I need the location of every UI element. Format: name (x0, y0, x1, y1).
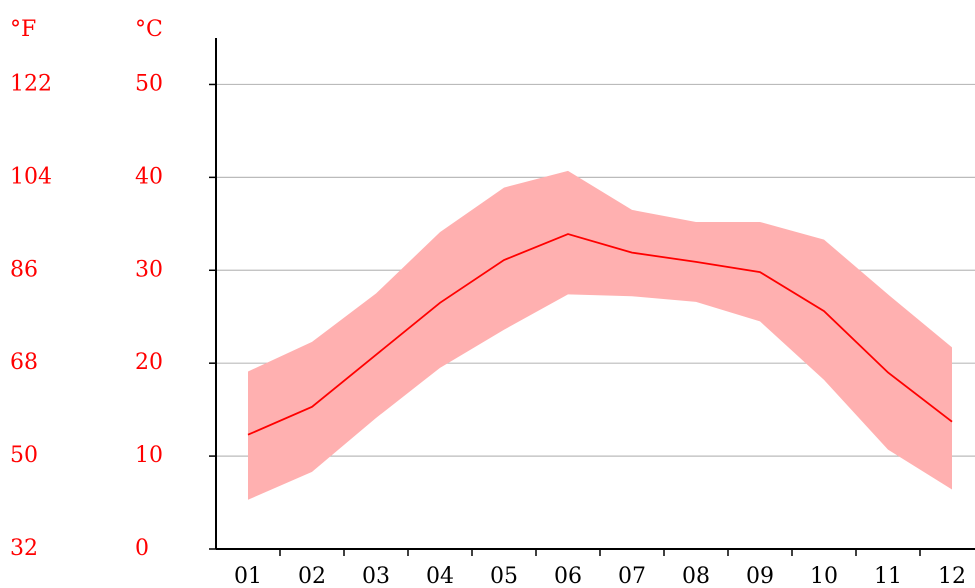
y2-tick-label: 32 (10, 536, 38, 561)
y-tick-label: 50 (135, 71, 163, 96)
y2-axis-label: °F (10, 17, 36, 42)
x-tick-label: 09 (746, 564, 774, 588)
x-tick-label: 07 (618, 564, 646, 588)
x-tick-label: 04 (426, 564, 454, 588)
y2-tick-label: 104 (10, 164, 52, 189)
y2-tick-label: 50 (10, 443, 38, 468)
x-tick-label: 08 (682, 564, 710, 588)
y2-tick-label: 86 (10, 257, 38, 282)
x-tick-label: 10 (810, 564, 838, 588)
y-axis-label: °C (135, 17, 163, 42)
x-tick-label: 12 (938, 564, 966, 588)
y-tick-label: 10 (135, 443, 163, 468)
x-tick-label: 05 (490, 564, 518, 588)
y-tick-label: 30 (135, 257, 163, 282)
y-tick-label: 0 (135, 536, 149, 561)
y2-tick-label: 122 (10, 71, 52, 96)
x-tick-label: 02 (298, 564, 326, 588)
x-tick-label: 03 (362, 564, 390, 588)
y2-tick-label: 68 (10, 350, 38, 375)
mean-line (247, 233, 953, 436)
y-tick-label: 40 (135, 164, 163, 189)
y-tick-label: 20 (135, 350, 163, 375)
range-band (248, 170, 952, 500)
x-tick-label: 06 (554, 564, 582, 588)
x-tick-label: 01 (234, 564, 262, 588)
x-tick-label: 11 (874, 564, 902, 588)
